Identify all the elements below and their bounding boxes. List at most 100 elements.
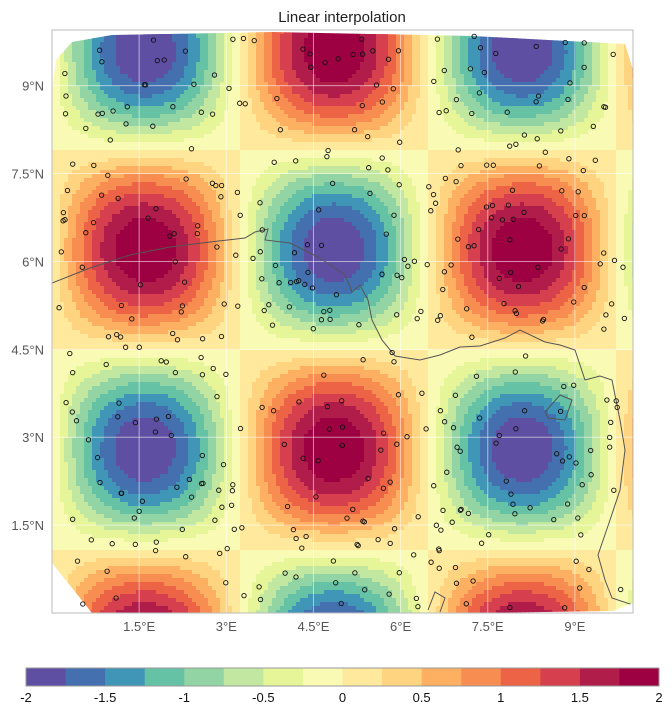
heatmap-cell <box>136 442 141 447</box>
heatmap-cell <box>168 366 173 371</box>
heatmap-cell <box>88 306 93 311</box>
heatmap-cell <box>152 142 157 147</box>
heatmap-cell <box>132 150 137 155</box>
heatmap-cell <box>112 546 117 551</box>
heatmap-cell <box>68 534 73 539</box>
heatmap-cell <box>104 74 109 79</box>
heatmap-cell <box>132 146 137 151</box>
heatmap-cell <box>108 474 113 479</box>
heatmap-cell <box>148 74 153 79</box>
heatmap-cell <box>52 490 57 495</box>
heatmap-cell <box>180 302 185 307</box>
heatmap-cell <box>96 210 101 215</box>
heatmap-cell <box>112 162 117 167</box>
heatmap-cell <box>156 190 161 195</box>
heatmap-cell <box>164 162 169 167</box>
heatmap-cell <box>156 482 161 487</box>
heatmap-cell <box>124 470 129 475</box>
heatmap-cell <box>84 534 89 539</box>
heatmap-cell <box>72 434 77 439</box>
heatmap-cell <box>68 106 73 111</box>
heatmap-cell <box>92 266 97 271</box>
heatmap-cell <box>68 378 73 383</box>
heatmap-cell <box>176 390 181 395</box>
heatmap-cell <box>60 282 65 287</box>
heatmap-cell <box>116 562 121 567</box>
heatmap-cell <box>52 546 57 551</box>
heatmap-cell <box>184 438 189 443</box>
heatmap-cell <box>60 490 65 495</box>
heatmap-cell <box>64 214 69 219</box>
heatmap-cell <box>172 278 177 283</box>
heatmap-cell <box>120 126 125 131</box>
heatmap-cell <box>52 430 57 435</box>
heatmap-cell <box>104 150 109 155</box>
heatmap-cell <box>68 54 73 59</box>
heatmap-cell <box>52 230 57 235</box>
heatmap-cell <box>96 262 101 267</box>
heatmap-cell <box>152 446 157 451</box>
heatmap-cell <box>132 178 137 183</box>
heatmap-cell <box>84 270 89 275</box>
heatmap-cell <box>184 218 189 223</box>
heatmap-cell <box>68 94 73 99</box>
heatmap-cell <box>80 190 85 195</box>
heatmap-cell <box>136 94 141 99</box>
heatmap-cell <box>188 150 193 155</box>
heatmap-cell <box>164 90 169 95</box>
heatmap-cell <box>88 122 93 127</box>
heatmap-cell <box>88 162 93 167</box>
heatmap-cell <box>148 366 153 371</box>
heatmap-cell <box>120 382 125 387</box>
heatmap-cell <box>156 294 161 299</box>
heatmap-cell <box>64 32 69 35</box>
heatmap-cell <box>164 478 169 483</box>
heatmap-cell <box>64 78 69 83</box>
heatmap-cell <box>176 50 181 55</box>
heatmap-cell <box>88 350 93 355</box>
heatmap-cell <box>144 114 149 119</box>
heatmap-cell <box>148 214 153 219</box>
heatmap-cell <box>104 494 109 499</box>
heatmap-cell <box>92 278 97 283</box>
heatmap-cell <box>96 250 101 255</box>
heatmap-cell <box>148 66 153 71</box>
heatmap-cell <box>140 566 145 571</box>
heatmap-cell <box>120 418 125 423</box>
heatmap-cell <box>84 382 89 387</box>
heatmap-cell <box>140 490 145 495</box>
heatmap-cell <box>88 478 93 483</box>
heatmap-cell <box>64 126 69 131</box>
heatmap-cell <box>164 210 169 215</box>
heatmap-cell <box>88 334 93 339</box>
heatmap-cell <box>172 414 177 419</box>
heatmap-cell <box>68 238 73 243</box>
heatmap-cell <box>64 250 69 255</box>
heatmap-cell <box>60 442 65 447</box>
heatmap-cell <box>116 78 121 83</box>
heatmap-cell <box>120 174 125 179</box>
heatmap-cell <box>72 342 77 347</box>
heatmap-cell <box>108 526 113 531</box>
heatmap-cell <box>180 298 185 303</box>
heatmap-cell <box>172 190 177 195</box>
heatmap-cell <box>88 106 93 111</box>
heatmap-cell <box>92 354 97 359</box>
heatmap-cell <box>164 78 169 83</box>
heatmap-cell <box>136 130 141 135</box>
heatmap-cell <box>56 118 61 123</box>
heatmap-cell <box>88 454 93 459</box>
heatmap-cell <box>120 254 125 259</box>
heatmap-cell <box>140 42 145 47</box>
heatmap-cell <box>64 294 69 299</box>
heatmap-cell <box>180 550 185 555</box>
heatmap-cell <box>80 362 85 367</box>
heatmap-cell <box>160 70 165 75</box>
heatmap-cell <box>72 290 77 295</box>
heatmap-cell <box>128 358 133 363</box>
heatmap-cell <box>52 274 57 279</box>
heatmap-cell <box>176 194 181 199</box>
heatmap-cell <box>152 462 157 467</box>
heatmap-cell <box>180 498 185 503</box>
heatmap-cell <box>136 534 141 539</box>
